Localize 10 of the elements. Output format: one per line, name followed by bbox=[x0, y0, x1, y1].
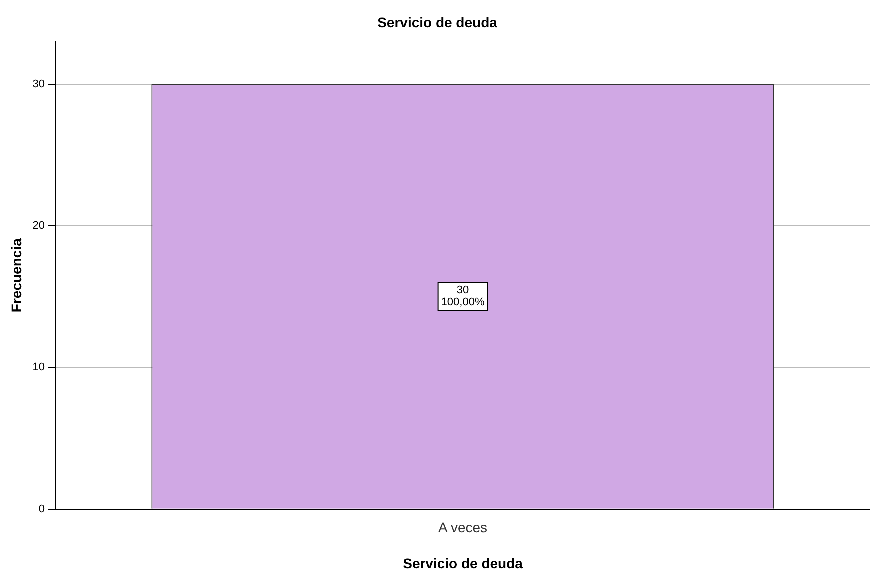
y-axis-title: Frecuencia bbox=[8, 238, 24, 313]
y-tick-label: 30 bbox=[32, 78, 46, 90]
y-tick-label: 10 bbox=[32, 362, 46, 374]
data-label: 30 bbox=[456, 284, 470, 297]
x-axis-title: Servicio de deuda bbox=[403, 555, 524, 572]
y-tick-label: 0 bbox=[38, 503, 46, 516]
chart-title: Servicio de deuda bbox=[378, 14, 498, 30]
annotation: 100,00% bbox=[441, 296, 485, 309]
x-tick-label: A veces bbox=[438, 520, 488, 536]
y-tick-label: 20 bbox=[32, 220, 46, 232]
